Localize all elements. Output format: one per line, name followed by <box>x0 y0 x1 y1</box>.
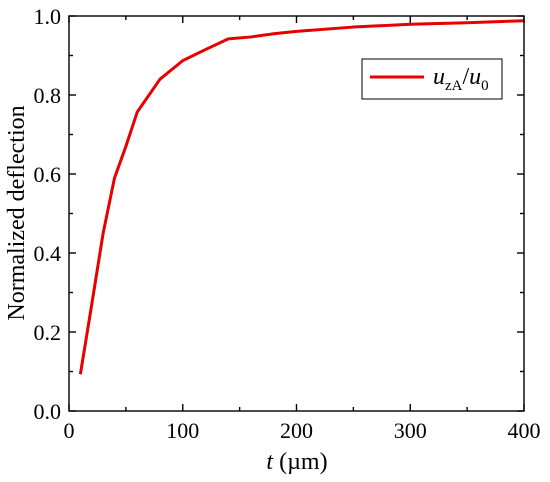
tick-labels: 0 100 200 300 400 0.0 0.2 0.4 0.6 0.8 1.0 <box>34 4 541 443</box>
x-tick-label: 100 <box>166 418 199 443</box>
series-line <box>78 19 525 375</box>
x-axis-title: t (µm) <box>266 449 327 475</box>
y-tick-label: 0.8 <box>34 83 62 108</box>
x-axis-unit: (µm) <box>273 449 327 475</box>
x-axis-variable: t <box>266 449 274 475</box>
legend: uzA/u0 <box>361 58 503 100</box>
y-tick-label: 0.6 <box>34 162 62 187</box>
plot-frame <box>68 15 525 412</box>
x-tick-label: 300 <box>394 418 427 443</box>
y-tick-label: 1.0 <box>34 4 62 29</box>
y-tick-label: 0.2 <box>34 320 62 345</box>
x-tick-label: 0 <box>64 418 75 443</box>
legend-box <box>361 58 503 100</box>
y-tick-label: 0.4 <box>34 241 62 266</box>
x-tick-label: 200 <box>280 418 313 443</box>
series-lines <box>78 19 525 375</box>
y-axis-title: Normalized deflection <box>4 105 30 320</box>
y-tick-label: 0.0 <box>34 399 62 424</box>
legend-label: uzA/u0 <box>433 64 489 94</box>
x-tick-label: 400 <box>508 418 541 443</box>
